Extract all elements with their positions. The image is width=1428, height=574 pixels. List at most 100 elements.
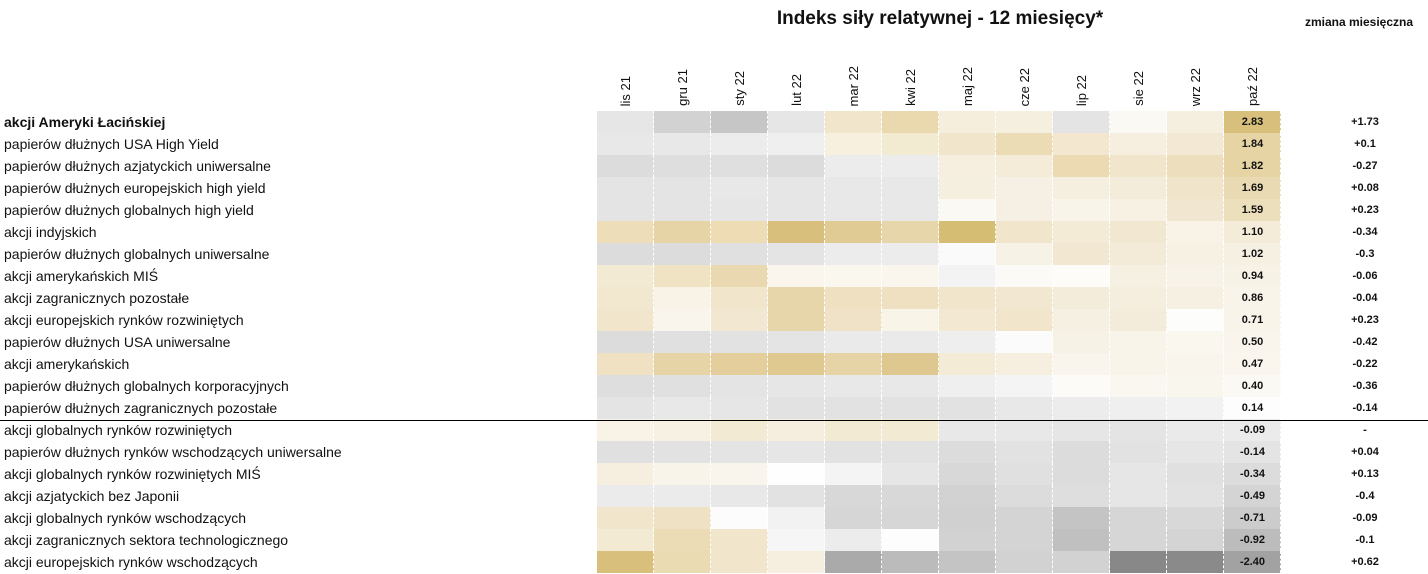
heat-cell	[1110, 529, 1167, 551]
heat-cell	[711, 375, 768, 397]
heat-cell	[1224, 463, 1281, 485]
heat-cell	[996, 133, 1053, 155]
heat-cell	[996, 111, 1053, 133]
heat-cell	[882, 287, 939, 309]
heat-cell	[768, 221, 825, 243]
heat-cell	[996, 485, 1053, 507]
heat-cell	[882, 155, 939, 177]
monthly-change: -0.36	[1352, 380, 1378, 392]
heat-cell	[1224, 243, 1281, 265]
heat-cell	[654, 265, 711, 287]
change-header: zmiana miesięczna	[1304, 15, 1414, 29]
monthly-change: -0.34	[1352, 226, 1378, 238]
heat-cell	[597, 133, 654, 155]
monthly-change: +0.04	[1351, 446, 1379, 458]
month-label: sty 22	[732, 71, 747, 106]
heat-cell	[1167, 287, 1224, 309]
heat-cell	[654, 529, 711, 551]
heat-cell	[768, 199, 825, 221]
heat-cell	[768, 353, 825, 375]
heat-cell	[882, 133, 939, 155]
heat-cell	[882, 441, 939, 463]
row-label: papierów dłużnych USA High Yield	[4, 136, 219, 152]
heat-cell	[654, 485, 711, 507]
heat-cell	[939, 177, 996, 199]
heat-cell	[996, 265, 1053, 287]
heat-cell	[597, 375, 654, 397]
heat-cell	[1224, 529, 1281, 551]
monthly-change: -0.4	[1355, 490, 1375, 502]
heat-cell	[1224, 221, 1281, 243]
row-label: akcji globalnych rynków wschodzących	[4, 510, 246, 526]
last-value: 0.86	[1241, 292, 1264, 304]
heat-cell	[939, 287, 996, 309]
monthly-change: -0.14	[1352, 402, 1378, 414]
heat-cell	[654, 199, 711, 221]
heat-cell	[939, 133, 996, 155]
monthly-change: -0.42	[1352, 336, 1378, 348]
heat-cell	[768, 551, 825, 573]
heat-cell	[939, 463, 996, 485]
heat-cell	[882, 353, 939, 375]
heat-cell	[825, 243, 882, 265]
heat-cell	[882, 485, 939, 507]
row-label: papierów dłużnych globalnych high yield	[4, 202, 254, 218]
heat-cell	[768, 111, 825, 133]
heat-cell	[1110, 485, 1167, 507]
heat-cell	[654, 441, 711, 463]
heat-cell	[654, 221, 711, 243]
heat-cell	[1224, 485, 1281, 507]
heat-cell	[996, 463, 1053, 485]
heat-cell	[996, 419, 1053, 441]
heat-cell	[768, 331, 825, 353]
heat-cell	[1167, 331, 1224, 353]
month-label: sie 22	[1131, 71, 1146, 106]
heat-cell	[711, 265, 768, 287]
last-value: 1.84	[1241, 138, 1264, 150]
heat-cell	[1110, 353, 1167, 375]
heat-cell	[711, 529, 768, 551]
month-label: mar 22	[846, 65, 861, 106]
heat-cell	[882, 243, 939, 265]
heat-cell	[654, 419, 711, 441]
heat-cell	[939, 111, 996, 133]
heat-cell	[1053, 111, 1110, 133]
heat-cell	[654, 155, 711, 177]
monthly-change: +0.1	[1354, 138, 1376, 150]
heat-cell	[711, 353, 768, 375]
heat-cell	[654, 243, 711, 265]
heat-cell	[597, 507, 654, 529]
heat-cell	[1110, 419, 1167, 441]
heat-cell	[996, 287, 1053, 309]
heat-cell	[1167, 177, 1224, 199]
heat-cell	[996, 221, 1053, 243]
heat-cell	[939, 375, 996, 397]
heat-cell	[711, 199, 768, 221]
heat-cell	[654, 463, 711, 485]
last-value: 0.47	[1241, 358, 1264, 370]
heat-cell	[996, 397, 1053, 419]
heat-cell	[1110, 441, 1167, 463]
month-header: wrz 22	[1167, 26, 1224, 106]
heat-cell	[597, 287, 654, 309]
heat-cell	[1167, 375, 1224, 397]
heat-cell	[1053, 375, 1110, 397]
heat-cell	[1167, 111, 1224, 133]
heat-cell	[1053, 397, 1110, 419]
heat-cell	[1053, 441, 1110, 463]
heat-cell	[825, 353, 882, 375]
heat-cell	[711, 177, 768, 199]
heat-cell	[1053, 287, 1110, 309]
heat-cell	[996, 441, 1053, 463]
heat-cell	[1224, 353, 1281, 375]
separator	[0, 420, 1428, 421]
heat-cell	[654, 353, 711, 375]
heat-cell	[996, 309, 1053, 331]
heat-cell	[882, 265, 939, 287]
heat-cell	[1110, 551, 1167, 573]
heat-cell	[1224, 133, 1281, 155]
heat-cell	[939, 507, 996, 529]
heat-cell	[768, 441, 825, 463]
last-value: 2.83	[1241, 116, 1264, 128]
heat-cell	[1053, 265, 1110, 287]
